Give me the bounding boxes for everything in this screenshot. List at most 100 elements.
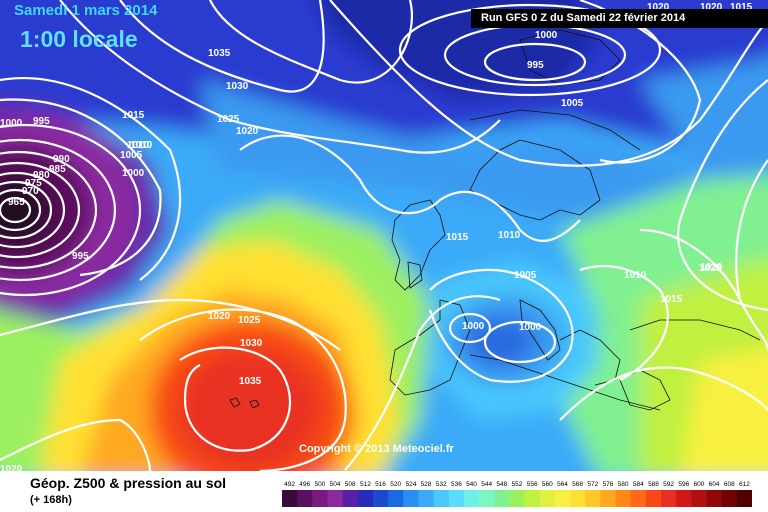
map-title: Géop. Z500 & pression au sol [30, 475, 227, 491]
legend-swatch [539, 490, 556, 507]
isobar-label: 1020 [699, 263, 722, 274]
isobar-label: 1010 [624, 270, 647, 281]
legend-label: 496 [299, 481, 310, 488]
legend-swatch [312, 490, 328, 507]
isobar-label: 995 [33, 116, 50, 127]
legend-label: 592 [663, 481, 674, 488]
legend-label: 504 [330, 481, 341, 488]
legend-label: 560 [542, 481, 553, 488]
legend-swatch [630, 490, 647, 507]
legend-swatch [433, 490, 450, 507]
legend-label: 576 [603, 481, 614, 488]
isobar-label: 1030 [226, 81, 249, 92]
isobar-label: 1010 [498, 230, 521, 241]
legend-swatch [585, 490, 601, 507]
isobar-label: 1010 [127, 140, 150, 151]
legend-label: 604 [709, 481, 720, 488]
isobar-label: 1020 [647, 2, 670, 13]
isobar-label: 1035 [239, 376, 262, 387]
isobar-label: 1030 [240, 338, 263, 349]
copyright: Copyright © 2013 Meteociel.fr [299, 443, 454, 455]
isobar-label: 1015 [730, 2, 753, 13]
isobar-label: 1005 [514, 270, 537, 281]
legend-label: 588 [648, 481, 659, 488]
isobar-label: 965 [8, 197, 25, 208]
isobar-label: 975 [25, 178, 42, 189]
legend-label: 520 [390, 481, 401, 488]
legend-swatch [403, 490, 419, 507]
isobar-label: 1020 [208, 311, 231, 322]
legend-swatch [570, 490, 586, 507]
legend-swatch [691, 490, 707, 507]
legend-label: 548 [496, 481, 507, 488]
legend-label: 572 [587, 481, 598, 488]
legend-label: 568 [572, 481, 583, 488]
legend-label: 552 [512, 481, 523, 488]
isobar-label: 980 [33, 170, 50, 181]
legend-swatch [373, 490, 389, 507]
legend-swatch [282, 490, 298, 507]
legend-swatch [327, 490, 343, 507]
isobar-label: 1035 [208, 48, 231, 59]
isobar-label: 990 [53, 154, 70, 165]
legend-label: 524 [405, 481, 416, 488]
isobar-labels: 1035 1030 1025 1020 1015 1010 1005 1000 … [0, 2, 753, 471]
legend-label: 580 [618, 481, 629, 488]
forecast-range: (+ 168h) [30, 494, 72, 506]
legend-swatch [342, 490, 359, 507]
isobar-label: 1000 [0, 118, 23, 129]
legend-swatch [615, 490, 631, 507]
isobar-label: 995 [527, 60, 544, 71]
isobar-label: 1005 [561, 98, 584, 109]
legend-swatch [479, 490, 495, 507]
model-run-label: Run GFS 0 Z du Samedi 22 février 2014 [471, 9, 768, 28]
legend-swatch [418, 490, 434, 507]
legend-swatch [463, 490, 480, 507]
forecast-time: 1:00 locale [20, 26, 138, 52]
legend-swatch [600, 490, 616, 507]
legend-label: 564 [557, 481, 568, 488]
legend-label: 508 [345, 481, 356, 488]
legend-label: 528 [421, 481, 432, 488]
legend-swatch [509, 490, 525, 507]
legend-label: 500 [314, 481, 325, 488]
legend-label: 536 [451, 481, 462, 488]
isobar-label: 1000 [535, 30, 558, 41]
legend-label: 612 [739, 481, 750, 488]
legend-swatch [554, 490, 571, 507]
legend-label: 600 [693, 481, 704, 488]
legend-swatch [388, 490, 404, 507]
legend-swatch [494, 490, 510, 507]
legend-swatch [721, 490, 738, 507]
isobar-label: 1000 [519, 322, 542, 333]
isobar-label: 1000 [122, 168, 145, 179]
legend-label: 516 [375, 481, 386, 488]
legend-label: 584 [633, 481, 644, 488]
isobar-label: 995 [72, 251, 89, 262]
legend-swatch [448, 490, 465, 507]
legend-label: 492 [284, 481, 295, 488]
isobar-label: 1015 [122, 110, 145, 121]
legend-label: 544 [481, 481, 492, 488]
legend-swatch [357, 490, 374, 507]
isobar-label: 1015 [446, 232, 469, 243]
isobar-label: 985 [49, 164, 66, 175]
isobar-label: 1005 [120, 150, 143, 161]
isobar-label: 1000 [462, 321, 485, 332]
isobar-label: 1025 [217, 114, 240, 125]
weather-map: 1035 1030 1025 1020 1015 1010 1005 1000 … [0, 0, 768, 471]
legend-swatch [661, 490, 677, 507]
isobar-label: 1015 [660, 294, 683, 305]
legend-label: 596 [678, 481, 689, 488]
legend-swatch [297, 490, 313, 507]
legend-swatch [676, 490, 692, 507]
forecast-date: Samedi 1 mars 2014 [14, 2, 158, 19]
legend-label: 532 [436, 481, 447, 488]
isobar-label: 970 [22, 186, 39, 197]
legend-label: 512 [360, 481, 371, 488]
isobar-label: 1010 [130, 140, 153, 151]
legend-label: 608 [724, 481, 735, 488]
legend-swatch [706, 490, 722, 507]
isobar-label: 1025 [238, 315, 261, 326]
color-legend: 492 496 500 504 508 512 516 520 524 528 532 536 540 5… [282, 481, 752, 507]
